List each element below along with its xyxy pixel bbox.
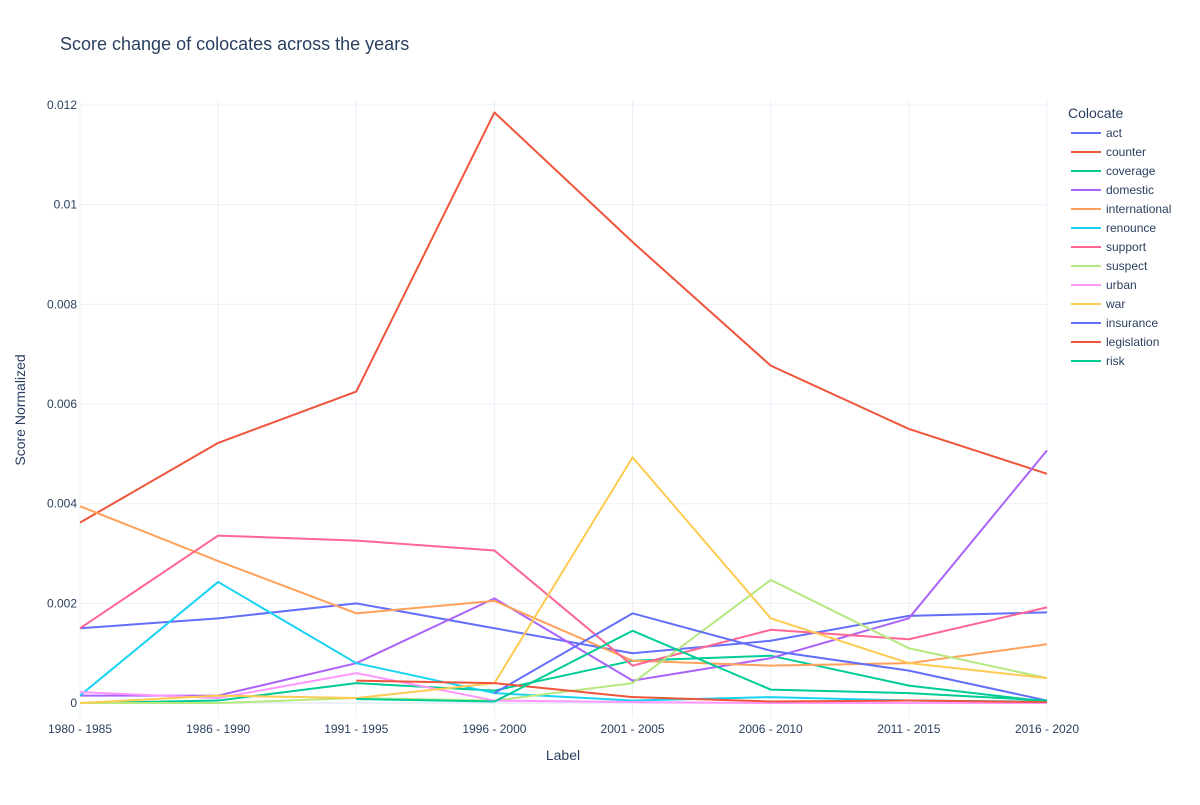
legend: Colocate act counter coverage domestic inter… — [1068, 105, 1171, 368]
y-axis-title: Score Normalized — [12, 354, 28, 465]
legend-label: war — [1105, 297, 1125, 311]
x-tick-label: 2006 - 2010 — [739, 722, 803, 736]
x-tick-label: 2011 - 2015 — [877, 722, 940, 736]
series-line-legislation — [356, 679, 1048, 704]
legend-item-risk[interactable]: risk — [1071, 354, 1126, 368]
y-tick-label: 0.004 — [47, 497, 77, 511]
legend-item-domestic[interactable]: domestic — [1071, 183, 1154, 197]
legend-label: risk — [1106, 354, 1126, 368]
legend-label: counter — [1106, 145, 1146, 159]
legend-label: suspect — [1106, 259, 1148, 273]
y-tick-label: 0.002 — [47, 596, 77, 610]
legend-item-support[interactable]: support — [1071, 240, 1147, 254]
series-line-international — [79, 505, 1048, 667]
legend-label: legislation — [1106, 335, 1159, 349]
series-line-war — [79, 456, 1048, 705]
series-line-domestic — [80, 449, 1048, 697]
grid — [79, 100, 1048, 718]
x-tick-label: 2001 - 2005 — [601, 722, 665, 736]
series-line-counter — [79, 111, 1048, 524]
legend-item-legislation[interactable]: legislation — [1071, 335, 1159, 349]
legend-items: act counter coverage domestic international r… — [1071, 126, 1171, 368]
x-tick-label: 1991 - 1995 — [324, 722, 388, 736]
plot-area — [79, 111, 1048, 705]
series-line-urban — [79, 672, 1047, 705]
series-line-coverage — [79, 654, 1048, 705]
legend-item-act[interactable]: act — [1071, 126, 1123, 140]
legend-item-counter[interactable]: counter — [1071, 145, 1146, 159]
x-tick-label: 1996 - 2000 — [462, 722, 526, 736]
legend-item-urban[interactable]: urban — [1071, 278, 1137, 292]
x-tick-label: 1986 - 1990 — [186, 722, 250, 736]
legend-label: act — [1106, 126, 1123, 140]
series-line-act — [79, 602, 1048, 655]
legend-label: coverage — [1106, 164, 1156, 178]
legend-item-war[interactable]: war — [1071, 297, 1125, 311]
legend-label: support — [1106, 240, 1147, 254]
y-tick-label: 0.006 — [47, 397, 77, 411]
x-tick-label: 2016 - 2020 — [1015, 722, 1079, 736]
legend-item-coverage[interactable]: coverage — [1071, 164, 1156, 178]
y-tick-label: 0 — [70, 696, 77, 710]
legend-label: domestic — [1106, 183, 1154, 197]
series-line-suspect — [80, 578, 1048, 705]
legend-title: Colocate — [1068, 105, 1123, 121]
series-line-support — [79, 534, 1048, 667]
y-tick-label: 0.012 — [47, 98, 77, 112]
axes: 0 0.002 0.004 0.006 0.008 0.01 0.012 1980 - 198… — [47, 98, 1079, 736]
legend-label: urban — [1106, 278, 1137, 292]
chart-title: Score change of colocates across the yea… — [60, 34, 409, 54]
y-tick-label: 0.01 — [54, 198, 78, 212]
legend-label: international — [1106, 202, 1171, 216]
series-line-insurance — [493, 612, 1048, 702]
legend-item-renounce[interactable]: renounce — [1071, 221, 1156, 235]
x-axis-title: Label — [546, 747, 580, 763]
series-line-risk — [356, 629, 1048, 703]
x-tick-label: 1980 - 1985 — [48, 722, 112, 736]
legend-item-suspect[interactable]: suspect — [1071, 259, 1148, 273]
legend-item-insurance[interactable]: insurance — [1071, 316, 1158, 330]
legend-label: insurance — [1106, 316, 1158, 330]
legend-item-international[interactable]: international — [1071, 202, 1171, 216]
legend-label: renounce — [1106, 221, 1156, 235]
y-tick-label: 0.008 — [47, 297, 77, 311]
